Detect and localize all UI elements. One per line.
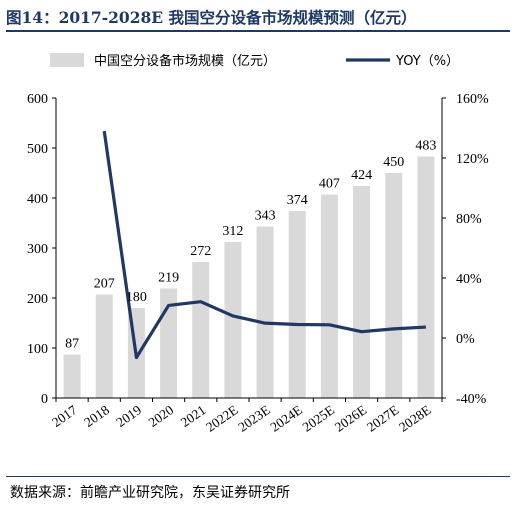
- legend-swatch-bar: [50, 53, 84, 67]
- right-tick-label: 0%: [456, 332, 475, 347]
- left-tick-label: 500: [27, 142, 48, 157]
- right-tick-label: 160%: [456, 92, 489, 107]
- bar-value-label: 374: [287, 193, 308, 208]
- left-tick-label: 100: [27, 342, 48, 357]
- x-tick-label: 2017: [49, 402, 80, 430]
- left-tick-label: 0: [41, 392, 48, 407]
- x-tick-label: 2020: [146, 402, 177, 430]
- bar-value-label: 450: [383, 155, 404, 170]
- bar-value-label: 180: [126, 290, 147, 305]
- bar-value-label: 87: [65, 337, 79, 352]
- bar-value-label: 272: [190, 244, 211, 259]
- yoy-line-series: [102, 130, 427, 360]
- bar-value-label: 424: [351, 168, 372, 183]
- bar-2018: [95, 294, 113, 398]
- left-tick-label: 600: [27, 92, 48, 107]
- right-tick-label: 40%: [456, 272, 482, 287]
- bar-line-chart: 中国空分设备市场规模（亿元） YOY（%） 0 100 200 300 400 500 600…: [27, 53, 489, 435]
- bar-2022E: [224, 242, 242, 398]
- bar-2028E: [417, 156, 435, 398]
- left-tick-label: 400: [27, 192, 48, 207]
- legend-label-bar: 中国空分设备市场规模（亿元）: [94, 53, 276, 69]
- bar-2026E: [353, 186, 371, 398]
- bar-2020: [160, 288, 178, 398]
- bar-value-label: 343: [255, 209, 276, 224]
- bar-value-label: 207: [94, 277, 115, 292]
- bar-2025E: [320, 194, 338, 398]
- yoy-line: [102, 130, 427, 360]
- title-divider: [6, 30, 510, 32]
- legend: 中国空分设备市场规模（亿元） YOY（%）: [50, 53, 459, 69]
- bar-value-label: 312: [222, 224, 243, 239]
- figure-title: 图14：2017-2028E 我国空分设备市场规模预测（亿元）: [6, 8, 417, 27]
- x-tick-label: 2018: [81, 402, 112, 430]
- bar-value-label: 483: [415, 139, 436, 154]
- bar-series: [63, 156, 435, 398]
- right-tick-label: 120%: [456, 152, 489, 167]
- x-tick-label: 2022E: [203, 402, 240, 435]
- left-tick-label: 200: [27, 292, 48, 307]
- footer-divider: [6, 476, 510, 477]
- bar-2021: [192, 262, 210, 398]
- legend-label-line: YOY（%）: [395, 54, 459, 69]
- x-tick-label: 2024E: [267, 402, 304, 435]
- left-tick-label: 300: [27, 242, 48, 257]
- bar-value-label: 219: [158, 271, 179, 286]
- x-tick-label: 2023E: [235, 402, 272, 435]
- x-tick-label: 2026E: [332, 402, 369, 435]
- bar-value-label: 407: [319, 177, 340, 192]
- x-tick-label: 2021: [178, 402, 209, 430]
- x-tick-label: 2025E: [300, 402, 337, 435]
- bar-2027E: [385, 173, 403, 398]
- bar-2024E: [288, 211, 306, 398]
- x-tick-label: 2028E: [396, 402, 433, 435]
- right-tick-label: 80%: [456, 212, 482, 227]
- right-tick-label: -40%: [456, 392, 487, 407]
- x-tick-label: 2027E: [364, 402, 401, 435]
- data-labels: 87 207 180 219 272 312 343 374 407 424 450 483: [65, 139, 436, 352]
- source-note: 数据来源：前瞻产业研究院，东吴证券研究所: [10, 485, 290, 501]
- bar-2023E: [256, 226, 274, 398]
- bar-2017: [63, 354, 81, 398]
- x-tick-label: 2019: [113, 402, 144, 430]
